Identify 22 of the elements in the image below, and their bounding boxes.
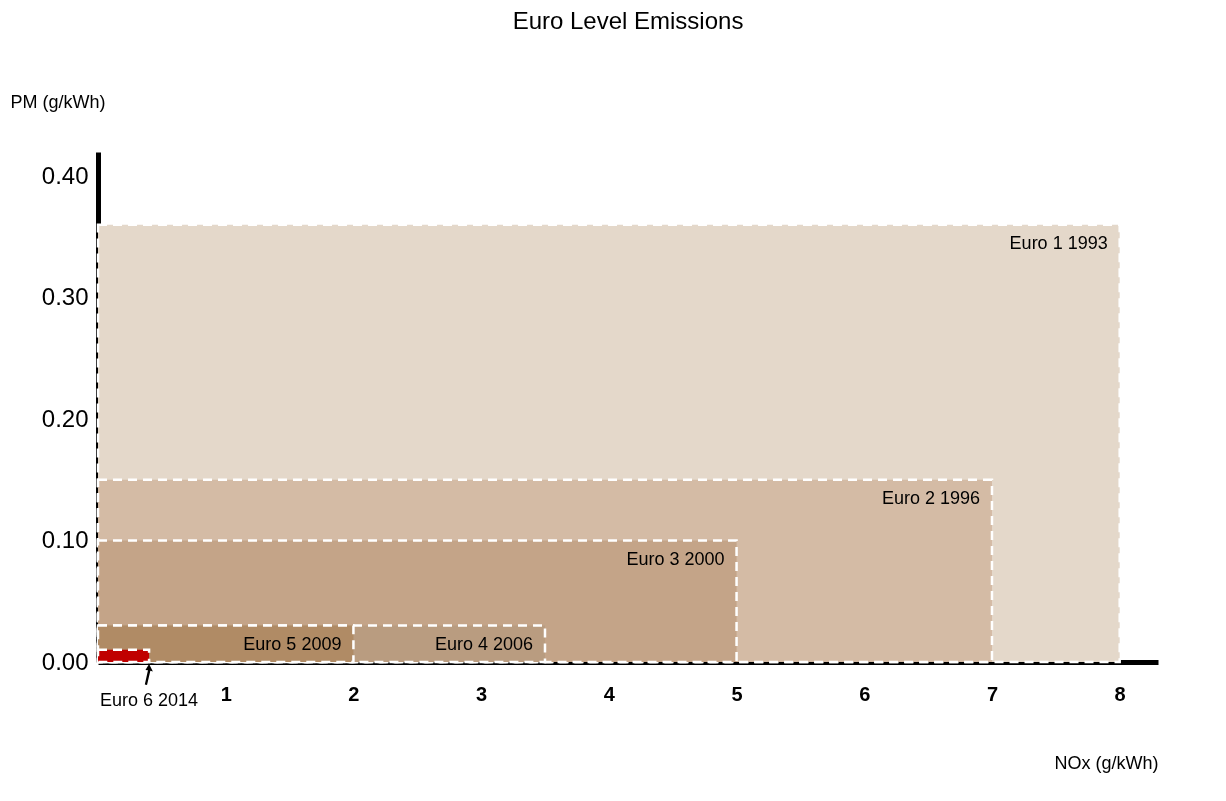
series-label: Euro 2 1996: [881, 487, 980, 508]
chart-title: Euro Level Emissions: [512, 7, 744, 34]
x-tick-label: 8: [1114, 682, 1126, 705]
x-tick-label: 2: [348, 682, 360, 705]
y-tick-label: 0.20: [41, 404, 89, 432]
series-label: Euro 6 2014: [100, 690, 199, 710]
y-tick-label: 0.00: [41, 647, 89, 675]
x-tick-label: 3: [476, 682, 488, 705]
x-tick-label: 5: [731, 682, 743, 705]
y-tick-label: 0.30: [41, 283, 89, 311]
y-axis-title: PM (g/kWh): [10, 92, 106, 112]
series-label: Euro 4 2006: [434, 633, 533, 654]
series-label: Euro 5 2009: [243, 633, 342, 654]
x-tick-label: 4: [603, 682, 616, 705]
series-label: Euro 1 1993: [1009, 232, 1108, 253]
x-tick-label: 6: [859, 682, 871, 705]
x-axis-title: NOx (g/kWh): [1054, 752, 1159, 773]
y-tick-label: 0.10: [41, 526, 89, 554]
series-label: Euro 3 2000: [626, 548, 725, 569]
x-tick-label: 1: [220, 682, 232, 705]
x-tick-label: 7: [986, 682, 999, 705]
y-tick-label: 0.40: [41, 161, 89, 189]
